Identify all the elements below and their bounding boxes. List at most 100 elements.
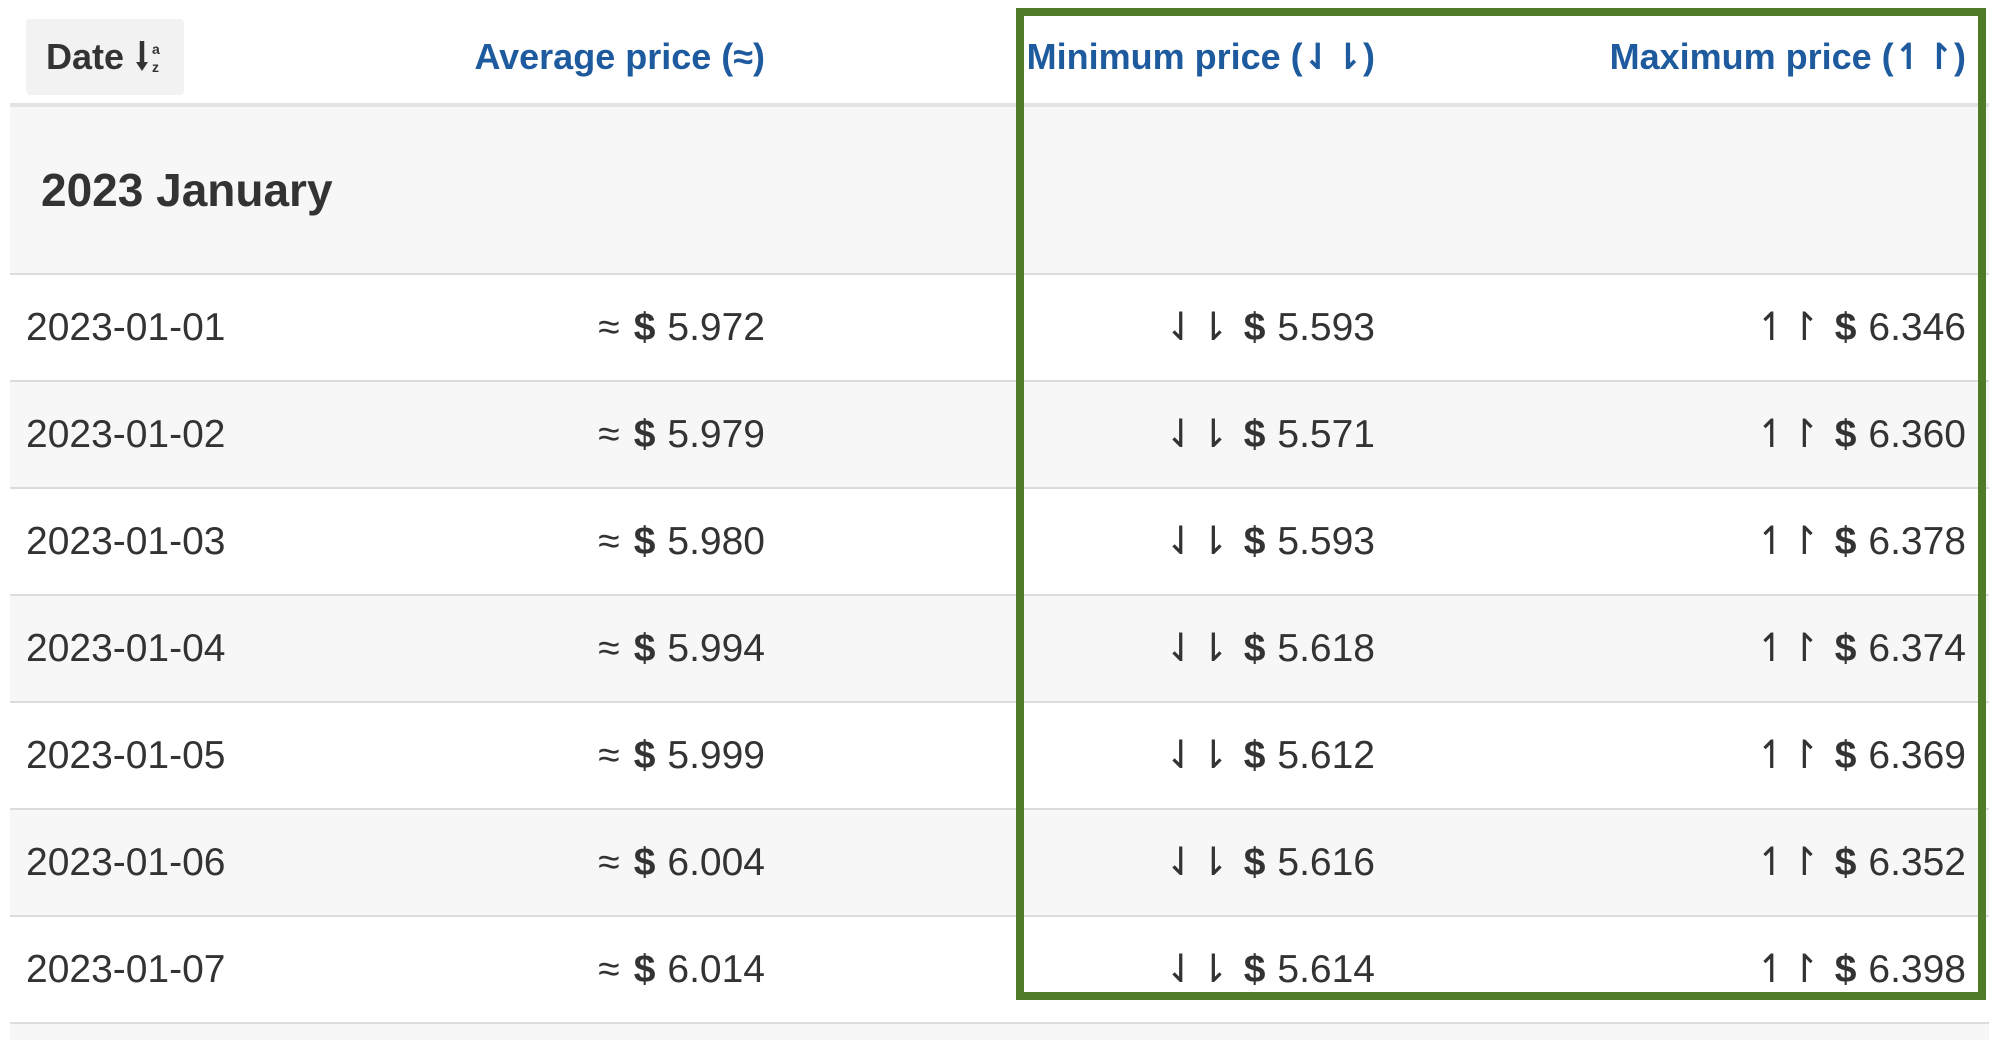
- row-minimum-price: ⇃⇂ $5.593: [892, 274, 1430, 382]
- table-row: 2023-01-05 ≈ $5.999 ⇃⇂ $5.612 ↿↾ $6.369: [10, 702, 1989, 810]
- row-minimum-price: ⇃⇂ $5.616: [892, 809, 1430, 917]
- approx-icon: ≈: [598, 733, 620, 777]
- row-maximum-price: ↿↾ $6.378: [1430, 488, 1989, 596]
- minimum-price-value: 5.618: [1277, 627, 1375, 670]
- svg-text:z: z: [152, 59, 159, 75]
- approx-icon: ≈: [598, 626, 620, 670]
- dollar-sign: $: [1834, 948, 1857, 991]
- row-date: 2023-01-05: [10, 702, 430, 810]
- dollar-sign: $: [633, 840, 656, 884]
- up-arrows-icon: ↿↾: [1755, 948, 1821, 991]
- row-date: 2023-01-06: [10, 809, 430, 917]
- minimum-price-value: 5.593: [1277, 306, 1375, 349]
- dollar-sign: $: [633, 626, 656, 670]
- average-price-value: 5.972: [667, 305, 765, 349]
- row-date: 2023-01-01: [10, 274, 430, 382]
- approx-icon: ≈: [598, 519, 620, 563]
- maximum-price-sort-link[interactable]: Maximum price (↿↾): [1609, 35, 1966, 77]
- table-row: 2023-01-06 ≈ $6.004 ⇃⇂ $5.616 ↿↾ $6.352: [10, 809, 1989, 917]
- up-arrows-icon: ↿↾: [1755, 306, 1821, 349]
- maximum-price-value: 6.346: [1868, 306, 1966, 349]
- down-arrows-icon: ⇃⇂: [1164, 520, 1230, 563]
- row-average-price: ≈ $5.994: [430, 595, 892, 703]
- month-group-row: 2023 January: [10, 105, 1989, 275]
- row-average-price: ≈ $5.972: [430, 274, 892, 382]
- dollar-sign: $: [1243, 413, 1266, 456]
- dollar-sign: $: [1834, 413, 1857, 456]
- approx-icon: ≈: [598, 412, 620, 456]
- table-row: 2023-01-03 ≈ $5.980 ⇃⇂ $5.593 ↿↾ $6.378: [10, 488, 1989, 596]
- table-row: 2023-01-04 ≈ $5.994 ⇃⇂ $5.618 ↿↾ $6.374: [10, 595, 1989, 703]
- dollar-sign: $: [633, 305, 656, 349]
- average-price-value: 5.979: [667, 412, 765, 456]
- row-average-price: ≈ $5.999: [430, 702, 892, 810]
- average-price-value: 5.994: [667, 626, 765, 670]
- maximum-price-header: Maximum price (↿↾): [1430, 10, 1989, 107]
- row-minimum-price: ⇃⇂ $5.612: [892, 702, 1430, 810]
- down-arrows-icon: ⇃⇂: [1164, 413, 1230, 456]
- row-maximum-price: ↿↾ $6.374: [1430, 595, 1989, 703]
- dollar-sign: $: [1243, 948, 1266, 991]
- price-table: Date a z Average price (≈) Minimum price…: [10, 10, 1989, 1040]
- down-arrows-icon: ⇃⇂: [1164, 948, 1230, 991]
- dollar-sign: $: [633, 519, 656, 563]
- minimum-price-value: 5.593: [1277, 520, 1375, 563]
- table-row: 2023-01-07 ≈ $6.014 ⇃⇂ $5.614 ↿↾ $6.398: [10, 916, 1989, 1024]
- minimum-price-header: Minimum price (⇃⇂): [892, 10, 1430, 107]
- minimum-price-value: 5.616: [1277, 841, 1375, 884]
- minimum-price-value: 5.614: [1277, 948, 1375, 991]
- up-arrows-icon: ↿↾: [1755, 520, 1821, 563]
- row-maximum-price: ↿↾ $6.369: [1430, 702, 1989, 810]
- table-header-row: Date a z Average price (≈) Minimum price…: [10, 10, 1989, 107]
- svg-text:a: a: [152, 41, 160, 57]
- up-arrows-icon: ↿↾: [1755, 734, 1821, 777]
- down-arrows-icon: ⇃⇂: [1164, 734, 1230, 777]
- maximum-price-value: 6.369: [1868, 734, 1966, 777]
- down-arrows-icon: ⇃⇂: [1164, 627, 1230, 670]
- table-row: 2023-01-02 ≈ $5.979 ⇃⇂ $5.571 ↿↾ $6.360: [10, 381, 1989, 489]
- table-row: 2023-01-01 ≈ $5.972 ⇃⇂ $5.593 ↿↾ $6.346: [10, 274, 1989, 382]
- up-arrows-icon: ↿↾: [1755, 841, 1821, 884]
- dollar-sign: $: [1243, 520, 1266, 563]
- average-price-value: 6.004: [667, 840, 765, 884]
- dollar-sign: $: [1243, 627, 1266, 670]
- dollar-sign: $: [1834, 627, 1857, 670]
- row-maximum-price: ↿↾ $6.398: [1430, 916, 1989, 1024]
- maximum-price-value: 6.360: [1868, 413, 1966, 456]
- minimum-price-value: 5.612: [1277, 734, 1375, 777]
- approx-icon: ≈: [598, 305, 620, 349]
- month-label: 2023 January: [10, 105, 892, 275]
- dollar-sign: $: [633, 947, 656, 991]
- row-average-price: ≈ $6.014: [430, 916, 892, 1024]
- row-date: 2023-01-03: [10, 488, 430, 596]
- average-price-value: 5.999: [667, 733, 765, 777]
- row-minimum-price: ⇃⇂ $5.571: [892, 381, 1430, 489]
- date-sort-button[interactable]: Date a z: [26, 18, 185, 95]
- row-minimum-price: ⇃⇂ $5.618: [892, 595, 1430, 703]
- average-price-sort-link[interactable]: Average price (≈): [474, 35, 765, 77]
- row-date: 2023-01-02: [10, 381, 430, 489]
- down-arrows-icon: ⇃⇂: [1164, 306, 1230, 349]
- row-date: 2023-01-04: [10, 595, 430, 703]
- dollar-sign: $: [1243, 734, 1266, 777]
- dollar-sign: $: [1243, 306, 1266, 349]
- up-arrows-icon: ↿↾: [1755, 413, 1821, 456]
- down-arrows-icon: ⇃⇂: [1164, 841, 1230, 884]
- minimum-price-sort-link[interactable]: Minimum price (⇃⇂): [1026, 35, 1375, 77]
- date-header-label: Date: [46, 35, 125, 77]
- row-average-price: ≈ $6.004: [430, 809, 892, 917]
- row-maximum-price: ↿↾ $6.360: [1430, 381, 1989, 489]
- dollar-sign: $: [633, 412, 656, 456]
- average-price-value: 5.980: [667, 519, 765, 563]
- approx-icon: ≈: [598, 840, 620, 884]
- row-average-price: ≈ $5.979: [430, 381, 892, 489]
- table-row-partial: [10, 1023, 1989, 1040]
- maximum-price-value: 6.374: [1868, 627, 1966, 670]
- dollar-sign: $: [1243, 841, 1266, 884]
- sort-icon: a z: [136, 40, 160, 75]
- maximum-price-value: 6.398: [1868, 948, 1966, 991]
- dollar-sign: $: [1834, 841, 1857, 884]
- minimum-price-value: 5.571: [1277, 413, 1375, 456]
- month-row-empty: [892, 105, 1989, 275]
- dollar-sign: $: [1834, 306, 1857, 349]
